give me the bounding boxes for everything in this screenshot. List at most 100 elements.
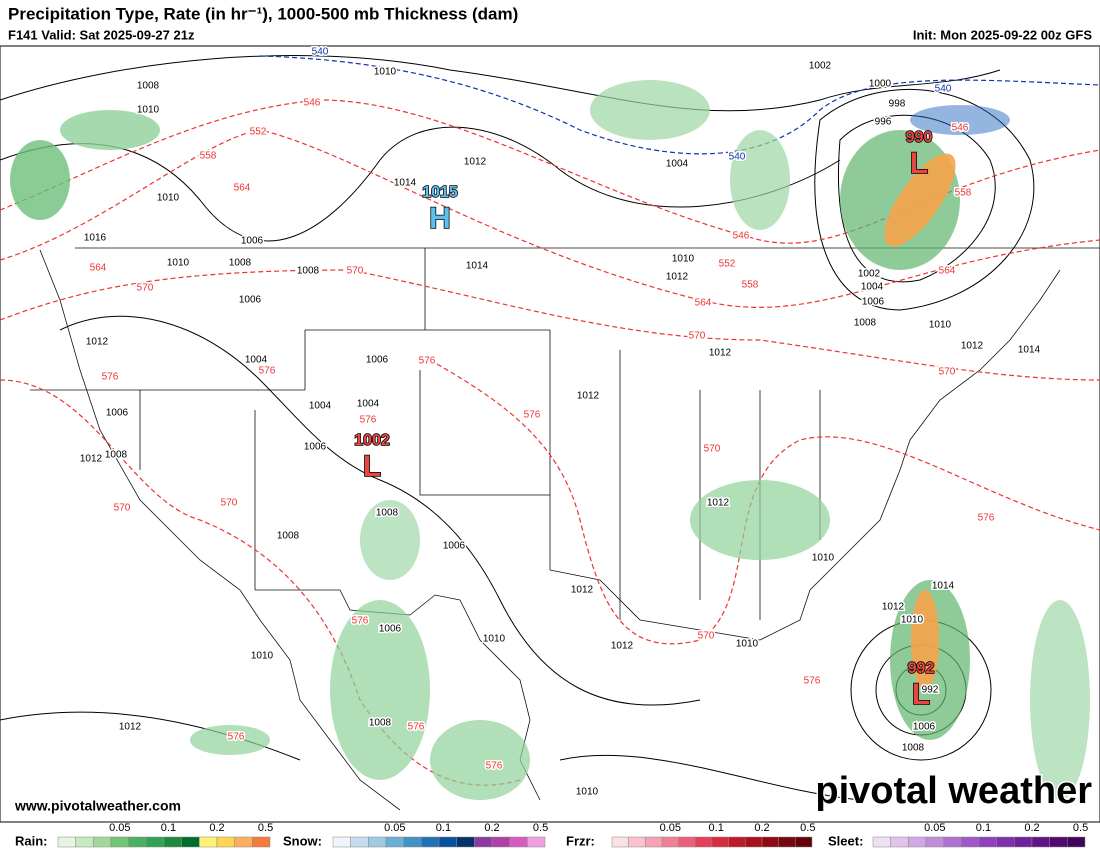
legend-swatch [93,836,112,848]
isobar-label: 1006 [443,541,466,552]
isobar-label: 1010 [483,634,506,645]
isobar-label: 1010 [251,651,274,662]
center-pressure: 990 [906,129,933,146]
logo: pivotal weather [815,770,1092,812]
legend-tick: 0.1 [436,822,451,834]
legend-swatch [474,836,493,848]
legend-tick: 0.5 [258,822,273,834]
legend-swatch [611,836,629,848]
thickness-label: 576 [978,513,995,524]
isobar-label: 1012 [707,498,730,509]
legend-swatch [368,836,387,848]
legend-swatch [181,836,200,848]
isobar-label: 1010 [137,105,160,116]
isobar-label: 1008 [277,531,300,542]
isobar-label: 1010 [929,320,952,331]
legend-swatch [75,836,94,848]
legend-name: Rain: [15,833,48,848]
legend-swatch [661,836,679,848]
legend-tick: 0.1 [976,822,991,834]
thickness-label: 558 [742,280,759,291]
isobar-label: 1000 [869,79,892,90]
isobar-label: 1010 [736,639,759,650]
legend-swatch [421,836,440,848]
legend-tick: 0.5 [1073,822,1088,834]
isobar-label: 1014 [1018,345,1041,356]
isobar-label: 1004 [666,159,689,170]
thickness-label: 576 [408,722,425,733]
isobar-label: 1004 [309,401,332,412]
isobar-label: 1012 [464,157,487,168]
isobar-label: 1014 [466,261,489,272]
isobar-label: 1008 [854,318,877,329]
isobar-label: 1008 [137,81,160,92]
center-pressure: 992 [908,660,935,677]
legend-swatch [778,836,796,848]
isobar-label: 1012 [666,272,689,283]
center-letter: H [429,202,451,235]
legend-name: Snow: [283,833,322,848]
legend-swatch [678,836,696,848]
isobar-label: 1006 [239,295,262,306]
legend-swatch [872,836,891,848]
legend-tick: 0.05 [384,822,405,834]
thickness-label: 570 [114,503,131,514]
thickness-540-label: 540 [729,152,746,163]
isobar-label: 1012 [709,348,732,359]
thickness-label: 576 [228,732,245,743]
legend-swatch [527,836,546,848]
isobar-label: 1012 [80,454,103,465]
thickness-label: 570 [689,331,706,342]
center-letter: L [910,147,928,180]
isobar-label: 1014 [932,581,955,592]
legend-swatch [890,836,909,848]
legend-swatch [332,836,351,848]
legend-swatch [711,836,729,848]
isobar-label: 1006 [379,624,402,635]
isobar-label: 1006 [241,236,264,247]
legend-swatch [403,836,422,848]
legend-swatch [385,836,404,848]
thickness-label: 564 [695,298,712,309]
legend-tick: 0.05 [109,822,130,834]
legend-swatch [925,836,944,848]
isobar-label: 1010 [672,254,695,265]
thickness-label: 570 [698,631,715,642]
isobar-label: 1006 [862,297,885,308]
legend-tick: 0.05 [660,822,681,834]
isobar-label: 1004 [861,282,884,293]
legend-swatch [438,836,457,848]
legend-swatch [128,836,147,848]
center-pressure: 1002 [354,432,390,449]
isobar-label: 1008 [369,718,392,729]
legend-tick: 0.5 [533,822,548,834]
thickness-label: 576 [524,410,541,421]
isobar-label: 1006 [106,408,129,419]
isobar-label: 1012 [119,722,142,733]
legend-swatch [199,836,218,848]
center-letter: L [363,450,381,483]
legend-swatch [996,836,1015,848]
legend-swatch [908,836,927,848]
thickness-label: 570 [704,444,721,455]
legend-tick: 0.2 [484,822,499,834]
thickness-label: 576 [102,372,119,383]
thickness-540-lines [259,55,1100,155]
legend-tick: 0.2 [1024,822,1039,834]
isobar-label: 1012 [882,602,905,613]
init-time: Init: Mon 2025-09-22 00z GFS [913,27,1092,42]
isobar-label: 992 [922,685,939,696]
thickness-label: 570 [939,367,956,378]
isobar-label: 1002 [809,61,832,72]
legend-tick: 0.1 [161,822,176,834]
legend-swatch [252,836,271,848]
thickness-label: 564 [939,266,956,277]
isobar-label: 1008 [229,258,252,269]
isobar-label: 1010 [167,258,190,269]
thickness-label: 564 [90,263,107,274]
thickness-lines [0,99,1100,786]
isobar-label: 1014 [394,178,417,189]
precipitation [10,80,1090,800]
